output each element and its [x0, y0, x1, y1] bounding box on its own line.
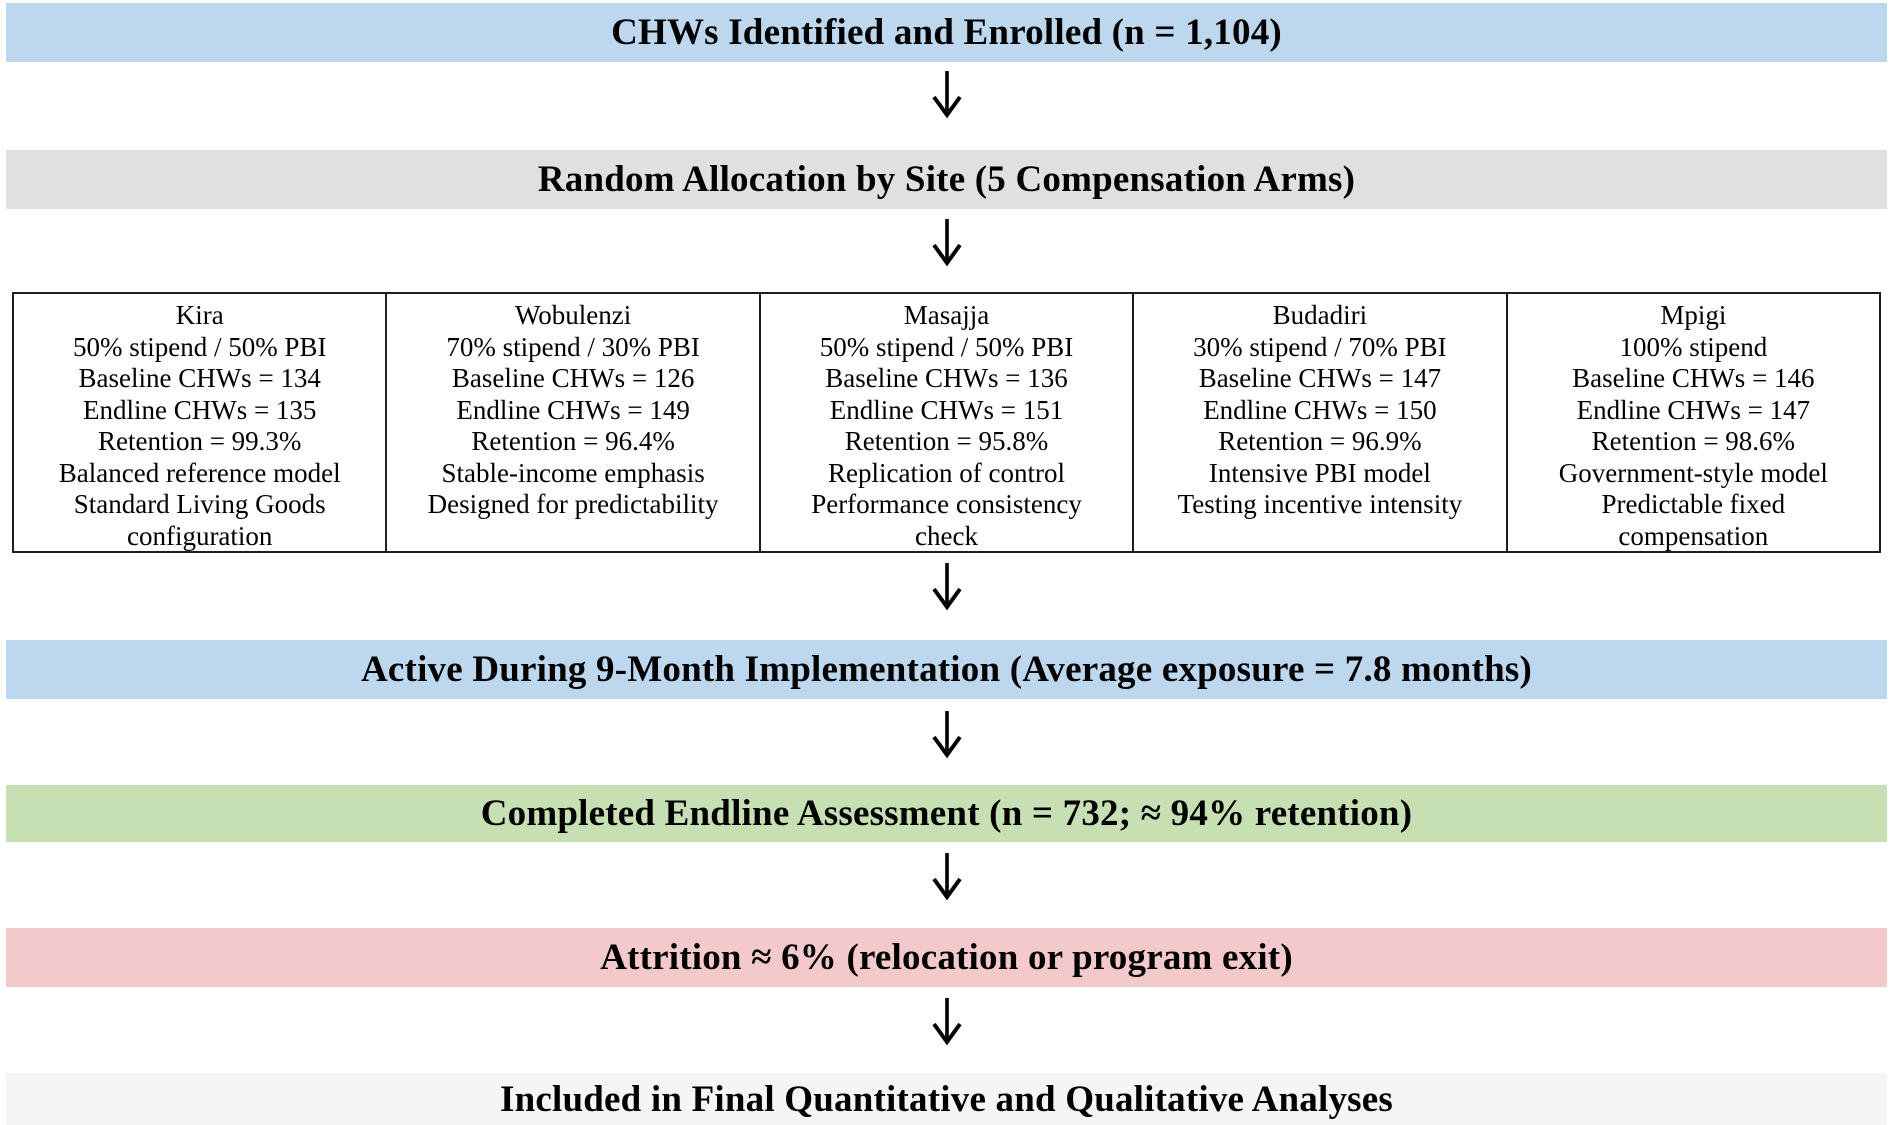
down-arrow-icon	[931, 853, 962, 901]
site-name: Mpigi	[1660, 300, 1727, 330]
site-detail-line: Balanced reference model	[58, 457, 341, 488]
banner-chws-enrolled: CHWs Identified and Enrolled (n = 1,104)	[6, 3, 1887, 62]
site-cell-masajja: Masajja 50% stipend / 50% PBI Baseline C…	[758, 294, 1132, 551]
site-detail-line: Retention = 98.6%	[1591, 426, 1796, 456]
down-arrow-icon	[931, 711, 962, 759]
site-name: Budadiri	[1272, 300, 1368, 330]
site-detail-line: Designed for predictability	[427, 489, 719, 519]
site-detail-line: Intensive PBI model	[1208, 457, 1431, 488]
site-detail-line: 30% stipend / 70% PBI	[1193, 331, 1447, 362]
site-detail-line: Baseline CHWs = 147	[1198, 363, 1442, 393]
site-detail-line: Stable-income emphasis	[441, 457, 705, 488]
allocation-arms-table: Kira 50% stipend / 50% PBI Baseline CHWs…	[12, 292, 1881, 553]
down-arrow-icon	[931, 219, 962, 267]
site-detail-line: 70% stipend / 30% PBI	[446, 331, 700, 362]
site-cell-wobulenzi: Wobulenzi 70% stipend / 30% PBI Baseline…	[385, 294, 758, 551]
site-detail-line: Endline CHWs = 151	[829, 394, 1064, 425]
site-cell-kira: Kira 50% stipend / 50% PBI Baseline CHWs…	[14, 294, 385, 551]
site-detail-line: Government-style model	[1558, 457, 1828, 488]
site-detail-line: Retention = 96.9%	[1218, 426, 1422, 456]
down-arrow-icon	[931, 71, 962, 119]
site-name: Kira	[175, 300, 224, 330]
site-cell-mpigi: Mpigi 100% stipend Baseline CHWs = 146 E…	[1505, 294, 1879, 551]
site-detail-line: Endline CHWs = 147	[1576, 394, 1811, 425]
site-detail-line: Baseline CHWs = 136	[825, 363, 1068, 393]
site-name: Wobulenzi	[514, 300, 632, 330]
site-detail-line: Baseline CHWs = 134	[78, 363, 321, 393]
site-detail-line: Retention = 99.3%	[97, 426, 302, 456]
down-arrow-icon	[931, 563, 962, 611]
site-detail-line: Baseline CHWs = 146	[1572, 363, 1815, 393]
site-cell-budadiri: Budadiri 30% stipend / 70% PBI Baseline …	[1132, 294, 1505, 551]
site-detail-line: Endline CHWs = 149	[456, 394, 690, 425]
site-detail-line: Retention = 95.8%	[844, 426, 1049, 456]
site-name: Masajja	[903, 300, 990, 330]
site-detail-line: Standard Living Goods configuration	[73, 489, 326, 551]
banner-final-analyses: Included in Final Quantitative and Quali…	[6, 1073, 1887, 1125]
site-detail-line: 50% stipend / 50% PBI	[819, 331, 1074, 362]
down-arrow-icon	[931, 998, 962, 1046]
banner-endline-assessment: Completed Endline Assessment (n = 732; ≈…	[6, 785, 1887, 842]
site-detail-line: Performance consistency check	[811, 489, 1082, 551]
banner-attrition: Attrition ≈ 6% (relocation or program ex…	[6, 928, 1887, 987]
site-detail-line: Retention = 96.4%	[471, 426, 675, 456]
site-detail-line: Endline CHWs = 150	[1203, 394, 1437, 425]
site-detail-line: Testing incentive intensity	[1177, 489, 1463, 519]
site-detail-line: 50% stipend / 50% PBI	[72, 331, 327, 362]
site-detail-line: Baseline CHWs = 126	[451, 363, 695, 393]
banner-active-implementation: Active During 9-Month Implementation (Av…	[6, 640, 1887, 699]
site-detail-line: Replication of control	[828, 457, 1065, 488]
banner-random-allocation: Random Allocation by Site (5 Compensatio…	[6, 150, 1887, 209]
site-detail-line: Predictable fixed compensation	[1601, 489, 1786, 551]
site-detail-line: 100% stipend	[1619, 331, 1768, 362]
site-detail-line: Endline CHWs = 135	[82, 394, 317, 425]
